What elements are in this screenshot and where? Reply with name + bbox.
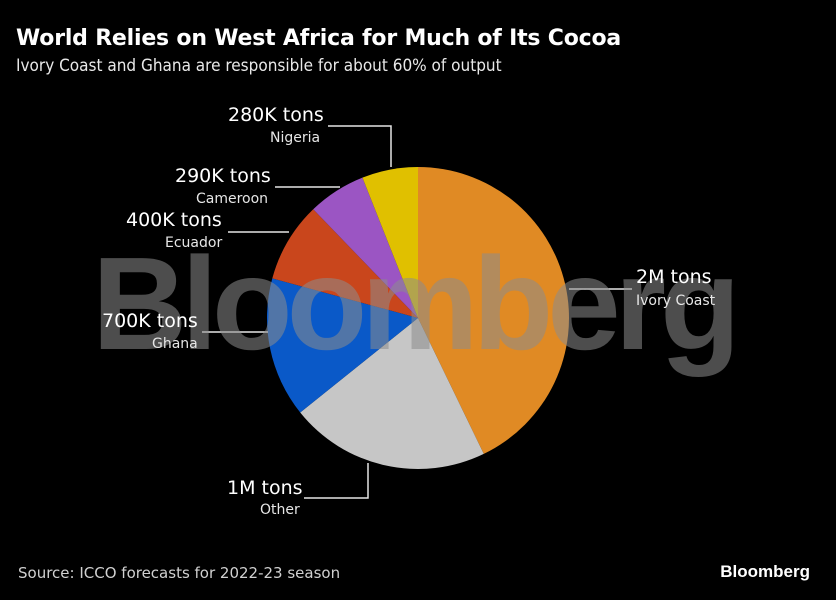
pie-slice-nigeria	[362, 167, 418, 318]
label-ecuador-value: 400K tons	[126, 209, 222, 231]
label-ivory-coast-name: Ivory Coast	[636, 293, 716, 309]
source-note: Source: ICCO forecasts for 2022-23 seaso…	[18, 564, 341, 582]
label-ecuador-name: Ecuador	[165, 235, 223, 251]
pie-slice-ecuador	[272, 209, 418, 318]
leader-line-other	[304, 463, 369, 499]
chart-title: World Relies on West Africa for Much of …	[16, 26, 622, 51]
pie-slices	[267, 167, 569, 469]
label-ghana-name: Ghana	[152, 336, 198, 352]
pie-slice-other	[300, 318, 484, 469]
pie-slice-ivory-coast	[418, 167, 569, 454]
bloomberg-logo: Bloomberg	[720, 562, 810, 581]
label-other-name: Other	[260, 502, 300, 518]
label-nigeria-name: Nigeria	[270, 130, 321, 146]
label-ivory-coast-value: 2M tons	[636, 266, 712, 288]
pie-slice-cameroon	[313, 177, 418, 318]
chart-subtitle: Ivory Coast and Ghana are responsible fo…	[16, 56, 502, 76]
leader-lines	[202, 125, 632, 499]
label-nigeria-value: 280K tons	[228, 104, 324, 126]
pie-slice-ghana	[267, 278, 418, 413]
label-cameroon-name: Cameroon	[196, 191, 269, 207]
label-other-value: 1M tons	[227, 477, 303, 499]
label-ghana-value: 700K tons	[102, 310, 198, 332]
label-cameroon-value: 290K tons	[175, 165, 271, 187]
leader-line-nigeria	[328, 125, 392, 167]
